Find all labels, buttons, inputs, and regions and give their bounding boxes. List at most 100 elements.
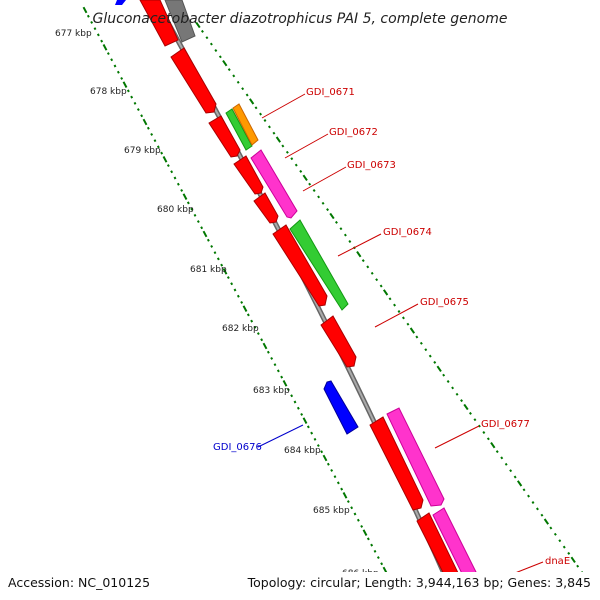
gene-label-dnae[interactable]: dnaE <box>545 556 570 567</box>
ruler-mark <box>388 297 392 301</box>
trna-feature[interactable] <box>250 149 298 219</box>
ruler-mark <box>209 42 213 46</box>
ruler-mark <box>317 195 321 199</box>
ruler-mark <box>136 108 140 112</box>
ruler-mark <box>382 566 388 574</box>
ruler-mark <box>522 488 526 492</box>
ruler-mark <box>267 125 271 129</box>
ruler-mark <box>233 288 237 292</box>
ruler-mark <box>302 417 308 424</box>
ruler-mark <box>205 36 209 40</box>
ruler-mark <box>241 87 245 91</box>
ruler-mark <box>356 251 362 258</box>
ruler-mark <box>442 373 446 377</box>
ruler-mark <box>406 322 410 326</box>
ruler-mark <box>96 33 100 37</box>
ruler-mark <box>214 49 218 52</box>
ruler-mark <box>82 6 88 14</box>
ruler-mark <box>330 468 334 472</box>
cds-feature[interactable] <box>369 416 424 511</box>
ruler-mark <box>202 230 208 238</box>
rrna-feature[interactable] <box>289 219 349 311</box>
ruler-mark <box>200 226 204 230</box>
ruler-mark <box>285 150 289 154</box>
ruler-mark <box>140 114 144 118</box>
cds-feature[interactable] <box>208 115 241 158</box>
cds-feature[interactable] <box>164 0 196 43</box>
ruler-mark <box>343 233 347 237</box>
gene-label-gdi-0672[interactable]: GDI_0672 <box>329 127 378 138</box>
ruler-mark <box>366 265 370 269</box>
cds-feature[interactable] <box>115 0 126 5</box>
ruler-mark <box>373 549 377 553</box>
ruler-mark <box>361 259 365 263</box>
cds-feature[interactable] <box>233 155 264 195</box>
cds-feature[interactable] <box>139 0 179 47</box>
tick-label: 679 kbp <box>124 146 161 156</box>
ruler-mark <box>100 39 104 43</box>
rrna-feature[interactable] <box>225 108 253 151</box>
ruler-mark <box>232 74 236 78</box>
cds-feature[interactable] <box>320 315 357 368</box>
ruler-mark <box>393 303 397 307</box>
cds-feature[interactable] <box>253 192 279 224</box>
ruler-mark <box>329 212 335 220</box>
ruler-mark <box>286 388 290 392</box>
ruler-mark <box>308 182 312 186</box>
ruler-mark <box>401 316 405 320</box>
ruler-mark <box>259 112 263 116</box>
ruler-mark <box>375 278 379 282</box>
gene-label-gdi-0673[interactable]: GDI_0673 <box>347 160 396 171</box>
ruler-mark <box>218 55 222 59</box>
gene-label-gdi-0671[interactable]: GDI_0671 <box>306 87 355 98</box>
gene-label-gdi-0676[interactable]: GDI_0676 <box>213 442 262 453</box>
ruler-mark <box>376 556 380 560</box>
ruler-mark <box>326 208 330 212</box>
tick-label: 677 kbp <box>55 29 92 39</box>
ruler-mark <box>246 313 250 317</box>
trna-feature[interactable] <box>386 407 445 507</box>
ruler-mark <box>210 244 214 248</box>
ruler-mark <box>293 400 297 404</box>
map-title: Gluconacetobacter diazotrophicus PAI 5, … <box>93 11 508 27</box>
ruler-mark <box>150 132 154 136</box>
ruler-mark <box>382 289 389 296</box>
cds-feature[interactable] <box>272 224 328 307</box>
ruler-mark <box>380 562 384 566</box>
ruler-mark <box>495 450 499 454</box>
accession-text: Accession: NC_010125 <box>8 575 150 590</box>
ruler-mark <box>220 263 224 267</box>
ruler-mark <box>322 454 328 462</box>
ruler-mark <box>477 424 481 428</box>
ruler-mark <box>113 64 117 68</box>
gene-labels: GDI_0671 GDI_0672 GDI_0673 GDI_0674 GDI_… <box>213 87 570 567</box>
ruler-mark <box>356 518 360 522</box>
ruler-mark <box>446 380 450 383</box>
ruler-mark <box>549 526 553 530</box>
ruler-mark <box>342 492 348 499</box>
ruler-mark <box>299 169 303 173</box>
ruler-mark <box>186 201 190 205</box>
misc-feature[interactable] <box>232 103 259 146</box>
ruler-mark <box>320 450 324 454</box>
cds-feature-reverse[interactable] <box>323 380 359 435</box>
ruler-mark <box>350 506 354 510</box>
gene-label-gdi-0674[interactable]: GDI_0674 <box>383 227 432 238</box>
ruler-mark <box>558 539 562 543</box>
gene-label-gdi-0675[interactable]: GDI_0675 <box>420 297 469 308</box>
cds-feature[interactable] <box>170 47 217 114</box>
ruler-mark <box>102 44 108 51</box>
ruler-mark <box>93 27 97 31</box>
ruler-mark <box>409 327 416 334</box>
ruler-mark <box>254 106 258 110</box>
ruler-mark <box>270 356 274 360</box>
ruler-mark <box>180 188 184 192</box>
ruler-mark <box>346 500 350 504</box>
ruler-mark <box>236 294 240 298</box>
ruler-mark <box>433 360 437 364</box>
label-leaders <box>257 93 544 576</box>
ruler-mark <box>240 300 244 304</box>
ruler-mark <box>379 284 383 288</box>
gene-label-gdi-0677[interactable]: GDI_0677 <box>481 419 530 430</box>
ruler-mark <box>540 513 544 517</box>
